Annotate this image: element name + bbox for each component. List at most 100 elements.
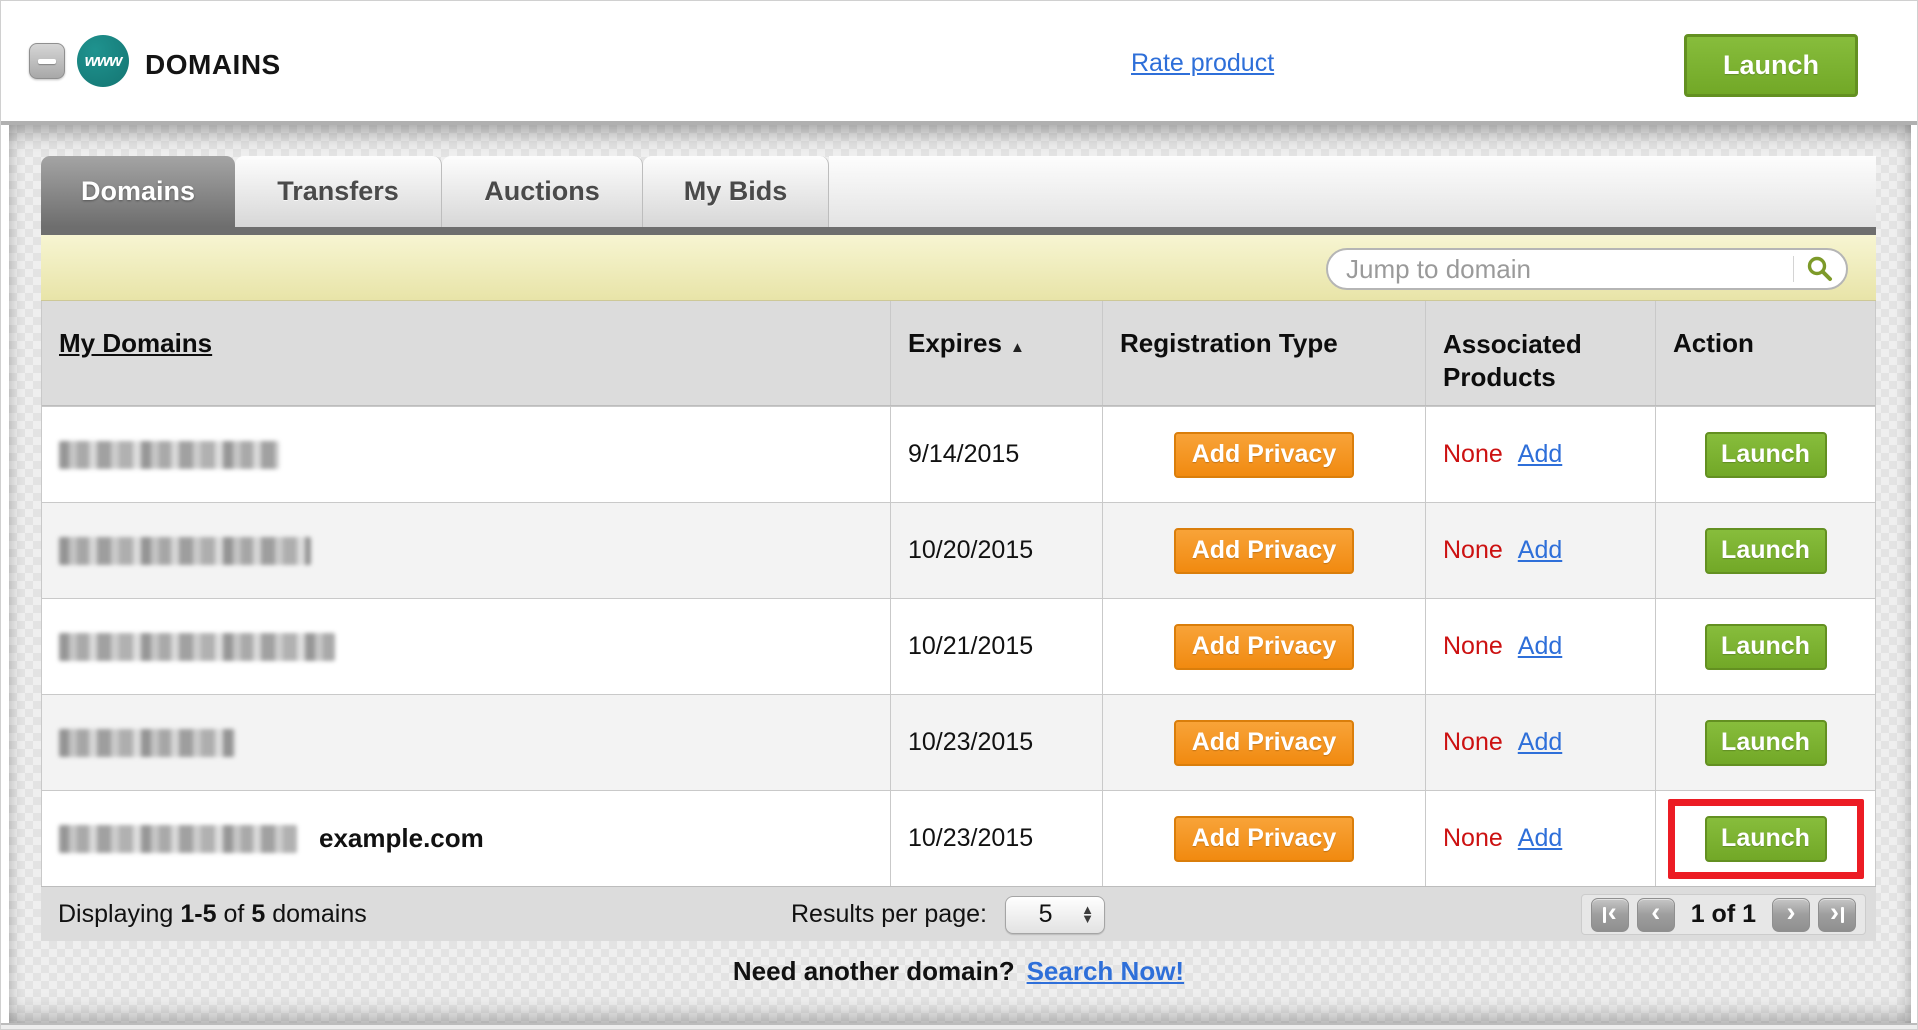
column-header-expires[interactable]: Expires ▲ xyxy=(890,301,1102,405)
products-none-value: None xyxy=(1443,632,1503,660)
associated-products-cell: None Add xyxy=(1425,599,1655,694)
add-privacy-button[interactable]: Add Privacy xyxy=(1174,431,1354,478)
expiry-date: 10/23/2015 xyxy=(908,728,1034,756)
launch-button[interactable]: Launch xyxy=(1704,527,1827,574)
search-button[interactable] xyxy=(1794,250,1846,288)
domain-cell xyxy=(42,503,890,598)
tab-bottom-bar xyxy=(41,227,1876,235)
results-per-page: Results per page: 5 ▲ ▼ xyxy=(791,887,1105,942)
add-product-link[interactable]: Add xyxy=(1517,536,1563,564)
tab-domains[interactable]: Domains xyxy=(41,156,235,227)
search-now-link[interactable]: Search Now! xyxy=(1026,956,1185,986)
launch-button[interactable]: Launch xyxy=(1704,431,1827,478)
www-domains-icon: www xyxy=(77,35,129,87)
expires-cell: 10/23/2015 xyxy=(890,695,1102,790)
sort-ascending-icon: ▲ xyxy=(1009,339,1025,356)
expires-cell: 10/20/2015 xyxy=(890,503,1102,598)
domain-cell: example.com xyxy=(42,791,890,886)
minus-icon xyxy=(38,59,56,64)
column-header-registration-type: Registration Type xyxy=(1102,301,1425,405)
expires-cell: 10/23/2015 xyxy=(890,791,1102,886)
search-field-divider xyxy=(1793,256,1794,282)
chevron-left-icon: ‹ xyxy=(1607,896,1617,927)
table-row: 10/21/2015 Add Privacy None Add Launch xyxy=(42,598,1875,694)
registration-cell: Add Privacy xyxy=(1102,407,1425,502)
first-page-bar-icon xyxy=(1602,906,1606,923)
chevron-right-icon: › xyxy=(1786,896,1796,927)
header-launch-button[interactable]: Launch xyxy=(1684,34,1858,97)
bottom-edge xyxy=(1,1023,1917,1029)
red-highlight-box: Launch xyxy=(1667,798,1864,879)
column-header-associated-products: Associated Products xyxy=(1425,301,1655,405)
displaying-status: Displaying 1-5 of 5 domains xyxy=(58,900,367,928)
table-header-row: My Domains Expires ▲ Registration Type As… xyxy=(42,301,1875,406)
action-cell: Launch xyxy=(1655,503,1875,598)
displayed-range: 1-5 xyxy=(180,900,217,928)
rate-product-link[interactable]: Rate product xyxy=(1131,49,1275,77)
expires-cell: 10/21/2015 xyxy=(890,599,1102,694)
chevron-right-icon: › xyxy=(1830,896,1839,927)
jump-to-domain-input[interactable] xyxy=(1328,250,1793,288)
redacted-domain-name xyxy=(59,728,235,757)
registration-cell: Add Privacy xyxy=(1102,599,1425,694)
domain-cell xyxy=(42,599,890,694)
page-title: DOMAINS xyxy=(145,49,281,80)
products-none-value: None xyxy=(1443,824,1503,852)
registration-cell: Add Privacy xyxy=(1102,791,1425,886)
column-header-my-domains[interactable]: My Domains xyxy=(59,328,213,358)
redacted-domain-name xyxy=(59,632,335,661)
launch-button[interactable]: Launch xyxy=(1704,719,1827,766)
cta-question: Need another domain? xyxy=(732,956,1015,986)
www-logo-text: www xyxy=(84,51,123,70)
chevron-left-icon: ‹ xyxy=(1651,896,1661,927)
tab-bar: Domains Transfers Auctions My Bids xyxy=(41,156,1876,227)
associated-products-cell: None Add xyxy=(1425,407,1655,502)
launch-button[interactable]: Launch xyxy=(1704,623,1827,670)
redacted-domain-name xyxy=(59,824,297,853)
add-product-link[interactable]: Add xyxy=(1517,632,1563,660)
add-privacy-button[interactable]: Add Privacy xyxy=(1174,623,1354,670)
results-per-page-value: 5 xyxy=(1038,900,1053,928)
collapse-button[interactable] xyxy=(29,43,65,79)
action-cell: Launch xyxy=(1655,407,1875,502)
add-privacy-button[interactable]: Add Privacy xyxy=(1174,527,1354,574)
add-privacy-button[interactable]: Add Privacy xyxy=(1174,719,1354,766)
add-product-link[interactable]: Add xyxy=(1517,440,1563,468)
table-row: 10/23/2015 Add Privacy None Add Launch xyxy=(42,694,1875,790)
products-none-value: None xyxy=(1443,536,1503,564)
results-per-page-label: Results per page: xyxy=(791,900,987,928)
search-icon xyxy=(1807,256,1832,281)
tab-auctions[interactable]: Auctions xyxy=(442,156,643,227)
results-per-page-select[interactable]: 5 ▲ ▼ xyxy=(1004,895,1105,934)
first-page-button[interactable]: ‹ xyxy=(1590,896,1629,932)
jump-to-domain-field xyxy=(1326,248,1848,290)
launch-button-highlighted[interactable]: Launch xyxy=(1704,815,1827,862)
add-product-link[interactable]: Add xyxy=(1517,728,1563,756)
tab-bar-filler xyxy=(829,156,1876,227)
domains-table: My Domains Expires ▲ Registration Type As… xyxy=(41,301,1876,886)
registration-cell: Add Privacy xyxy=(1102,695,1425,790)
previous-page-button[interactable]: ‹ xyxy=(1636,896,1675,932)
expiry-date: 9/14/2015 xyxy=(908,440,1020,468)
last-page-button[interactable]: › xyxy=(1818,896,1856,932)
select-stepper-icon: ▲ ▼ xyxy=(1081,902,1094,926)
redacted-domain-name xyxy=(59,440,279,469)
tab-transfers[interactable]: Transfers xyxy=(235,156,442,227)
tab-my-bids[interactable]: My Bids xyxy=(643,156,829,227)
associated-products-cell: None Add xyxy=(1425,791,1655,886)
pagination-controls: ‹ ‹ 1 of 1 › › xyxy=(1580,894,1866,935)
search-strip xyxy=(41,235,1876,301)
products-none-value: None xyxy=(1443,728,1503,756)
expires-cell: 9/14/2015 xyxy=(890,407,1102,502)
domain-annotation: example.com xyxy=(319,823,484,853)
next-page-button[interactable]: › xyxy=(1772,896,1810,932)
associated-products-cell: None Add xyxy=(1425,695,1655,790)
table-footer: Displaying 1-5 of 5 domains Results per … xyxy=(41,886,1876,941)
products-none-value: None xyxy=(1443,440,1503,468)
expiry-date: 10/23/2015 xyxy=(908,824,1034,852)
add-privacy-button[interactable]: Add Privacy xyxy=(1174,815,1354,862)
add-product-link[interactable]: Add xyxy=(1517,824,1563,852)
action-cell: Launch xyxy=(1655,599,1875,694)
table-row: 9/14/2015 Add Privacy None Add Launch xyxy=(42,406,1875,502)
